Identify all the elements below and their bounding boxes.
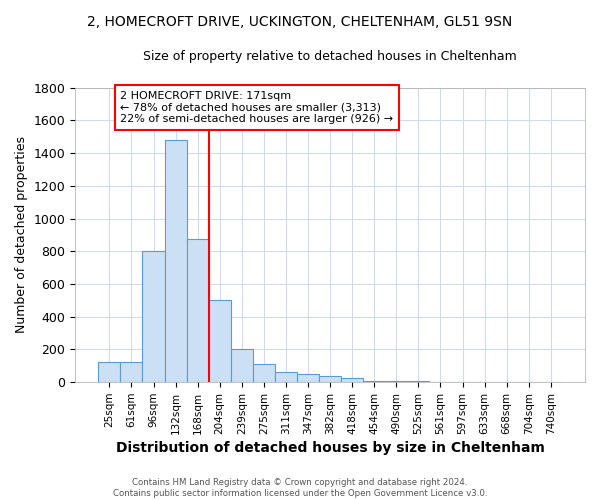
Bar (231, 350, 253, 382)
Title: Size of property relative to detached houses in Cheltenham: Size of property relative to detached ho… (143, 50, 517, 63)
X-axis label: Distribution of detached houses by size in Cheltenham: Distribution of detached houses by size … (116, 441, 545, 455)
Text: Contains HM Land Registry data © Crown copyright and database right 2024.
Contai: Contains HM Land Registry data © Crown c… (113, 478, 487, 498)
Bar (164, 140, 187, 382)
Bar (275, 372, 297, 382)
Bar (253, 364, 275, 382)
Bar (297, 374, 319, 382)
Bar (363, 380, 385, 382)
Bar (341, 378, 363, 382)
Text: 2 HOMECROFT DRIVE: 171sqm
← 78% of detached houses are smaller (3,313)
22% of se: 2 HOMECROFT DRIVE: 171sqm ← 78% of detac… (121, 91, 394, 124)
Bar (187, 239, 209, 382)
Bar (319, 376, 341, 382)
Bar (209, 300, 231, 382)
Bar (98, 362, 121, 382)
Bar (121, 362, 142, 382)
Bar (142, 252, 164, 382)
Bar (385, 381, 407, 382)
Y-axis label: Number of detached properties: Number of detached properties (15, 136, 28, 334)
Text: 2, HOMECROFT DRIVE, UCKINGTON, CHELTENHAM, GL51 9SN: 2, HOMECROFT DRIVE, UCKINGTON, CHELTENHA… (88, 15, 512, 29)
